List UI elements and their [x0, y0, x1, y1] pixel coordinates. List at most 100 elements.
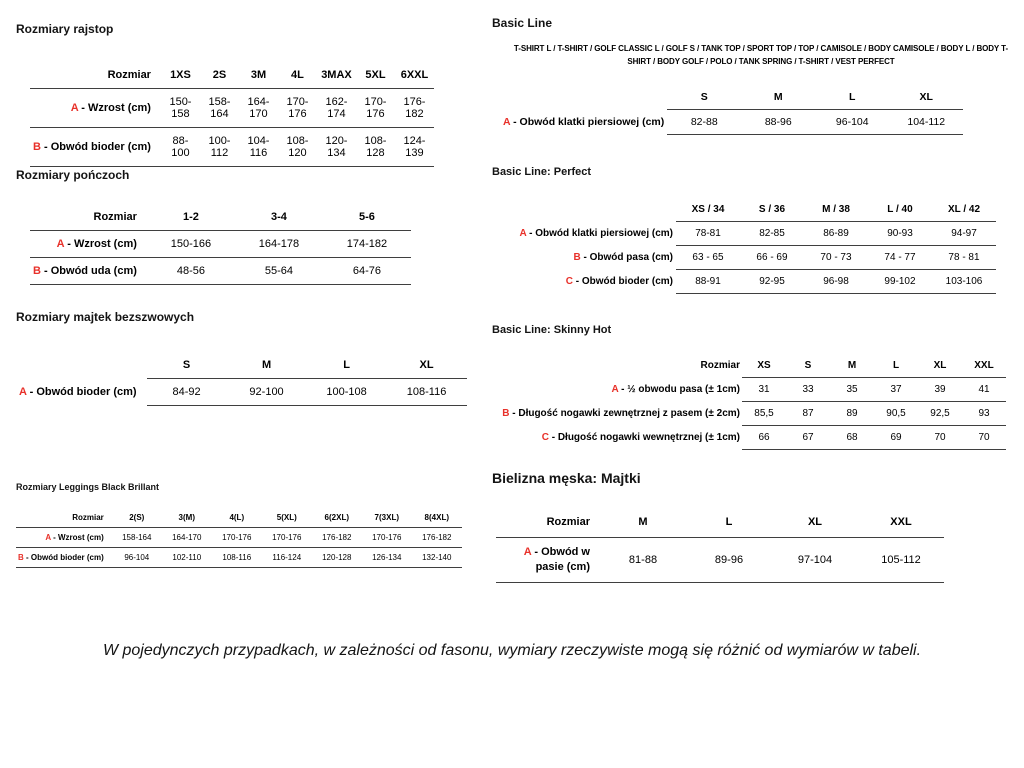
- size-value-cell: 87: [786, 401, 830, 426]
- size-column-header: L: [306, 352, 387, 379]
- size-column-header: XL: [772, 508, 858, 538]
- measurement-letter: A: [70, 102, 79, 114]
- measurement-letter: C: [565, 276, 573, 287]
- measurement-label: A - Wzrost (cm): [30, 88, 161, 128]
- measurement-letter: A: [523, 545, 532, 558]
- measurement-name: ½ obwodu pasa (± 1cm): [627, 384, 740, 395]
- size-value-cell: 158-164: [199, 88, 239, 128]
- section-title-bielizna-meska: Bielizna męska: Majtki: [492, 470, 641, 486]
- size-value-cell: 88-96: [741, 109, 816, 135]
- size-value-cell: 124-139: [394, 127, 434, 167]
- measurement-row: B - Obwód uda (cm) 48-56 55-64 64-76: [30, 257, 411, 285]
- size-value-cell: 35: [830, 377, 874, 402]
- size-value-cell: 90-93: [868, 221, 932, 246]
- measurement-name: Obwód bioder (cm): [36, 386, 137, 398]
- measurement-row: C - Obwód bioder (cm) 88-91 92-95 96-98 99-1…: [504, 269, 996, 294]
- measurement-letter: A: [611, 384, 619, 395]
- size-value-cell: 88-91: [676, 269, 740, 294]
- size-column-header: 1XS: [160, 62, 200, 89]
- size-value-cell: 74 - 77: [868, 245, 932, 270]
- size-column-header: 4(L): [211, 508, 262, 528]
- label-separator: -: [509, 408, 519, 419]
- measurement-name: Obwód bioder (cm): [30, 553, 104, 562]
- label-separator: -: [40, 141, 51, 153]
- size-column-header: 6(2XL): [311, 508, 362, 528]
- size-column-header: XXL: [962, 354, 1006, 378]
- size-column-header: XL / 42: [932, 198, 996, 222]
- measurement-letter: B: [18, 553, 24, 562]
- label-separator: -: [548, 432, 558, 443]
- label-separator: -: [50, 533, 58, 542]
- measurement-letter: A: [45, 533, 51, 542]
- rozmiar-column-header: [504, 198, 676, 222]
- section-rozmiary-rajstop: Rozmiary rajstop Rozmiar 1XS 2S 3M 4L 3MAX 5XL…: [16, 22, 434, 167]
- size-value-cell: 94-97: [932, 221, 996, 246]
- size-value-cell: 108-128: [355, 127, 395, 167]
- measurement-label: A - Obwód w pasie (cm): [496, 537, 600, 583]
- size-value-cell: 89-96: [686, 537, 772, 583]
- size-value-cell: 126-134: [361, 547, 412, 568]
- size-value-cell: 69: [874, 425, 918, 450]
- size-column-header: M: [741, 84, 816, 110]
- table-header-row: Rozmiar 1-2 3-4 5-6: [30, 204, 411, 231]
- size-value-cell: 92-95: [740, 269, 804, 294]
- size-value-cell: 31: [742, 377, 786, 402]
- label-separator: -: [618, 384, 628, 395]
- label-separator: -: [580, 252, 590, 263]
- measurement-name: Obwód uda (cm): [50, 265, 137, 277]
- size-column-header: 5XL: [355, 62, 395, 89]
- size-value-cell: 86-89: [804, 221, 868, 246]
- size-value-cell: 97-104: [772, 537, 858, 583]
- measurement-row: A - Wzrost (cm) 158-164 164-170 170-176 170-…: [16, 527, 462, 548]
- size-value-cell: 66 - 69: [740, 245, 804, 270]
- section-basic-line-perfect: Basic Line: Perfect XS / 34 S / 36 M / 38 L…: [492, 166, 996, 294]
- size-value-cell: 70: [962, 425, 1006, 450]
- size-column-header: 5-6: [322, 204, 411, 231]
- label-separator: -: [64, 238, 74, 250]
- rozmiar-column-header: Rozmiar: [16, 508, 112, 528]
- size-column-header: 7(3XL): [361, 508, 412, 528]
- size-value-cell: 99-102: [868, 269, 932, 294]
- label-separator: -: [526, 228, 536, 239]
- section-title-rajstopy: Rozmiary rajstop: [16, 22, 114, 36]
- measurement-row: B - Obwód pasa (cm) 63 - 65 66 - 69 70 - 73…: [504, 245, 996, 270]
- measurement-label: B - Obwód bioder (cm): [16, 547, 112, 568]
- size-value-cell: 88-100: [160, 127, 200, 167]
- size-value-cell: 70: [918, 425, 962, 450]
- section-title-perfect: Basic Line: Perfect: [492, 166, 592, 178]
- measurement-label: C - Obwód bioder (cm): [504, 270, 676, 294]
- section-title-basic-line: Basic Line: [492, 16, 553, 30]
- section-majtki-bezszwowe: Rozmiary majtek bezszwowych S M L XL A - Obw…: [16, 310, 467, 406]
- section-leggings-black-brillant: Rozmiary Leggings Black Brillant Rozmiar…: [16, 482, 462, 568]
- label-separator: -: [531, 545, 542, 558]
- size-column-header: 3M: [238, 62, 278, 89]
- size-column-header: 8(4XL): [411, 508, 462, 528]
- basic-line-size-table: S M L XL A - Obwód klatki piersiowej (cm) 82-…: [500, 84, 964, 135]
- size-value-cell: 150-158: [160, 88, 200, 128]
- table-header-row: Rozmiar M L XL XXL: [496, 508, 944, 538]
- size-value-cell: 170-176: [361, 527, 412, 548]
- size-column-header: 3(M): [161, 508, 212, 528]
- size-column-header: 3-4: [234, 204, 323, 231]
- size-value-cell: 92,5: [918, 401, 962, 426]
- measurement-row: A - Obwód klatki piersiowej (cm) 78-81 82-…: [504, 221, 996, 246]
- measurement-label: A - Obwód klatki piersiowej (cm): [500, 109, 667, 134]
- size-value-cell: 93: [962, 401, 1006, 426]
- size-column-header: M / 38: [804, 198, 868, 222]
- size-column-header: L: [815, 84, 890, 110]
- measurement-row: A - ½ obwodu pasa (± 1cm) 31 33 35 37 39 41: [500, 377, 1006, 402]
- size-value-cell: 170-176: [211, 527, 262, 548]
- measurement-row: C - Długość nogawki wewnętrznej (± 1cm) 6…: [500, 425, 1006, 450]
- basic-line-product-list: T-SHIRT L / T-SHIRT / GOLF CLASSIC L / G…: [513, 44, 1009, 66]
- measurement-row: A - Obwód w pasie (cm) 81-88 89-96 97-104 10…: [496, 537, 944, 583]
- label-separator: -: [510, 115, 520, 128]
- size-value-cell: 39: [918, 377, 962, 402]
- measurement-row: B - Obwód bioder (cm) 88-100 100-112 104-11…: [30, 127, 434, 167]
- size-value-cell: 100-108: [306, 378, 387, 406]
- size-value-cell: 96-104: [815, 109, 890, 135]
- size-column-header: 5(XL): [261, 508, 312, 528]
- size-value-cell: 64-76: [322, 257, 411, 285]
- size-value-cell: 164-170: [238, 88, 278, 128]
- size-value-cell: 176-182: [411, 527, 462, 548]
- size-column-header: 2(S): [111, 508, 162, 528]
